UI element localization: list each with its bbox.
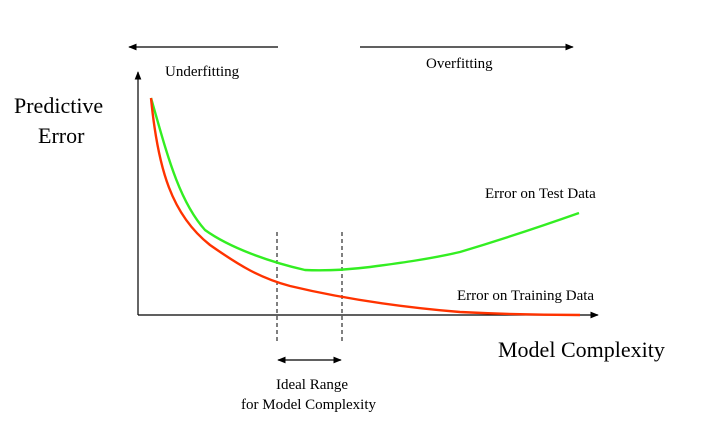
training-curve-label: Error on Training Data	[457, 288, 594, 304]
training-error-curve	[149, 97, 581, 317]
y-axis-label-line1: Predictive	[14, 93, 103, 118]
test-curve-label: Error on Test Data	[485, 186, 596, 202]
overfitting-label: Overfitting	[426, 56, 493, 72]
y-axis-label-line2: Error	[38, 123, 85, 148]
underfitting-label: Underfitting	[165, 64, 240, 80]
ideal-range-label-line1: Ideal Range	[276, 377, 348, 393]
x-axis-label: Model Complexity	[498, 337, 665, 362]
ideal-range-label-line2: for Model Complexity	[241, 397, 376, 413]
test-error-curve	[149, 97, 580, 272]
